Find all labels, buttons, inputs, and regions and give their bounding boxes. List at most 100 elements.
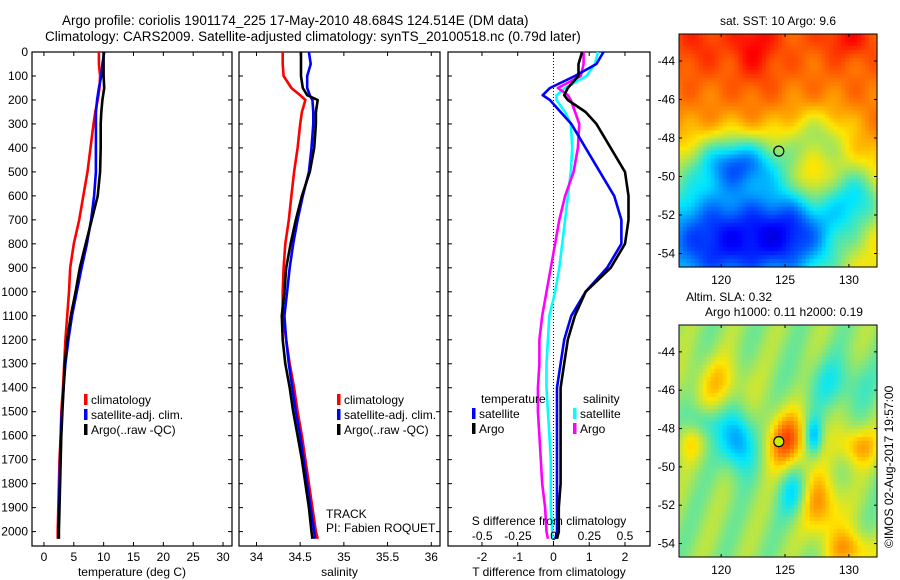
- map-cell: [726, 162, 732, 168]
- map-cell: [746, 453, 751, 458]
- map-cell: [853, 349, 858, 354]
- map-cell: [762, 58, 767, 63]
- map-cell: [789, 74, 795, 79]
- map-cell: [714, 198, 720, 204]
- map-cell: [781, 238, 787, 244]
- map-cell: [710, 254, 716, 260]
- map-cell: [702, 337, 708, 342]
- map-cell: [805, 186, 811, 192]
- map-cell: [789, 38, 795, 43]
- map-cell: [873, 429, 878, 434]
- map-cell: [805, 154, 811, 160]
- map-cell: [778, 54, 783, 59]
- map-cell: [682, 449, 688, 454]
- map-cell: [861, 62, 866, 67]
- map-cell: [694, 162, 700, 168]
- map-cell: [686, 182, 692, 188]
- map-cell: [813, 38, 819, 43]
- map-cell: [714, 74, 720, 79]
- map-cell: [679, 333, 684, 338]
- map-cell: [793, 234, 799, 240]
- map-cell: [679, 453, 684, 458]
- map-cell: [770, 118, 775, 123]
- map-cell: [762, 90, 767, 95]
- map-cell: [690, 226, 696, 232]
- map-cell: [861, 465, 866, 470]
- map-cell: [690, 389, 696, 394]
- map-cell: [679, 62, 684, 67]
- map-cell: [694, 42, 700, 47]
- map-cell: [690, 234, 696, 240]
- map-cell: [817, 413, 823, 418]
- map-cell: [781, 94, 787, 99]
- map-cell: [801, 429, 807, 434]
- map-cell: [758, 457, 763, 462]
- map-cell: [686, 365, 692, 370]
- map-cell: [857, 357, 862, 362]
- map-cell: [694, 413, 700, 418]
- map-cell: [821, 413, 827, 418]
- map-cell: [770, 174, 775, 180]
- map-cell: [869, 377, 874, 382]
- map-cell: [694, 154, 700, 160]
- map-cell: [833, 365, 838, 370]
- map-cell: [718, 246, 724, 252]
- map-cell: [698, 341, 704, 346]
- map-cell: [797, 42, 803, 47]
- map-cell: [754, 126, 759, 132]
- map-cell: [690, 246, 696, 252]
- map-cell: [762, 206, 767, 212]
- map-cell: [813, 397, 819, 402]
- map-cell: [837, 373, 842, 378]
- map-cell: [758, 162, 763, 168]
- map-cell: [781, 405, 787, 410]
- map-cell: [694, 106, 700, 111]
- map-cell: [869, 90, 874, 95]
- map-cell: [785, 146, 791, 152]
- map-cell: [698, 66, 704, 71]
- map-cell: [841, 50, 846, 55]
- map-cell: [817, 70, 823, 75]
- map-cell: [774, 146, 779, 152]
- map-cell: [797, 126, 803, 132]
- map-cell: [762, 421, 767, 426]
- map-cell: [726, 254, 732, 260]
- map-cell: [714, 246, 720, 252]
- map-cell: [817, 357, 823, 362]
- map-cell: [849, 98, 854, 103]
- map-cell: [861, 238, 866, 244]
- map-cell: [857, 425, 862, 430]
- map-cell: [865, 130, 870, 136]
- map-cell: [821, 130, 827, 136]
- map-cell: [797, 421, 803, 426]
- map-cell: [857, 186, 862, 192]
- map-cell: [686, 238, 692, 244]
- map-cell: [801, 118, 807, 123]
- map-cell: [730, 214, 736, 220]
- map-cell: [679, 134, 684, 140]
- map-cell: [766, 465, 771, 470]
- map-cell: [734, 258, 739, 264]
- map-cell: [853, 238, 858, 244]
- map-cell: [853, 385, 858, 390]
- map-cell: [833, 453, 838, 458]
- map-cell: [766, 170, 771, 176]
- map-cell: [841, 142, 846, 148]
- map-cell: [766, 329, 771, 334]
- map-cell: [845, 134, 850, 140]
- y-tick-label: 1300: [1, 357, 28, 371]
- map-cell: [873, 38, 878, 43]
- map-cell: [778, 409, 783, 414]
- map-cell: [714, 361, 720, 366]
- map-cell: [837, 377, 842, 382]
- map-cell: [734, 349, 739, 354]
- legend-label: Argo: [580, 422, 606, 436]
- map-cell: [774, 341, 779, 346]
- map-cell: [698, 146, 704, 152]
- map-cell: [718, 413, 724, 418]
- map-cell: [754, 234, 759, 240]
- map-cell: [734, 42, 739, 47]
- map-cell: [698, 74, 704, 79]
- map-cell: [825, 393, 831, 398]
- map-cell: [813, 54, 819, 59]
